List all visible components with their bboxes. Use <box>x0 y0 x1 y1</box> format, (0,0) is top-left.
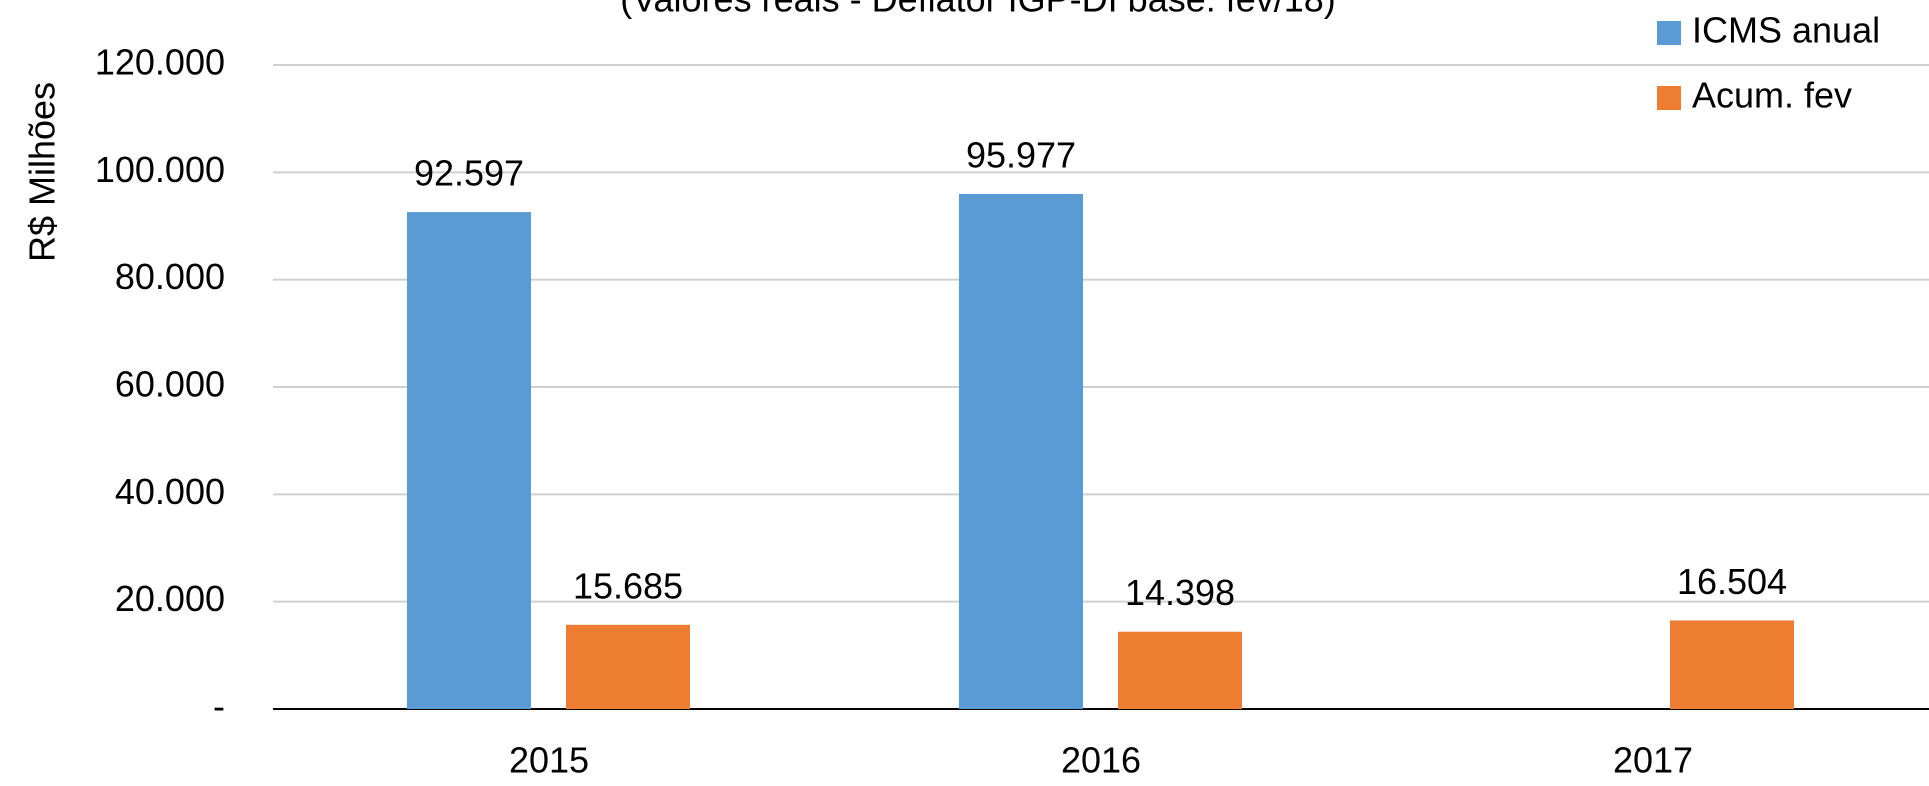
bar <box>959 193 1083 709</box>
y-tick-label: 120.000 <box>95 42 225 83</box>
legend-swatch <box>1657 21 1681 45</box>
x-tick-label: 2017 <box>1613 740 1693 781</box>
value-label: 92.597 <box>414 153 524 194</box>
bar <box>1670 620 1794 709</box>
y-tick-label: - <box>213 686 225 727</box>
y-tick-label: 100.000 <box>95 149 225 190</box>
bar <box>1118 631 1242 709</box>
y-tick-label: 40.000 <box>115 471 225 512</box>
x-tick-label: 2015 <box>509 740 589 781</box>
bar <box>566 624 690 709</box>
legend-label: Acum. fev <box>1692 75 1852 116</box>
x-tick-label: 2016 <box>1061 740 1141 781</box>
y-tick-label: 60.000 <box>115 364 225 405</box>
legend-label: ICMS anual <box>1692 10 1880 51</box>
bar <box>407 212 531 710</box>
y-tick-label: 20.000 <box>115 578 225 619</box>
y-tick-label: 80.000 <box>115 256 225 297</box>
value-label: 14.398 <box>1125 572 1235 613</box>
legend-swatch <box>1657 86 1681 110</box>
value-label: 15.685 <box>573 565 683 606</box>
y-axis-label: R$ Milhões <box>22 82 63 262</box>
chart-subtitle: (Valores reais - Deflator IGP-DI base: f… <box>620 0 1336 20</box>
value-label: 16.504 <box>1677 561 1787 602</box>
value-label: 95.977 <box>966 134 1076 175</box>
